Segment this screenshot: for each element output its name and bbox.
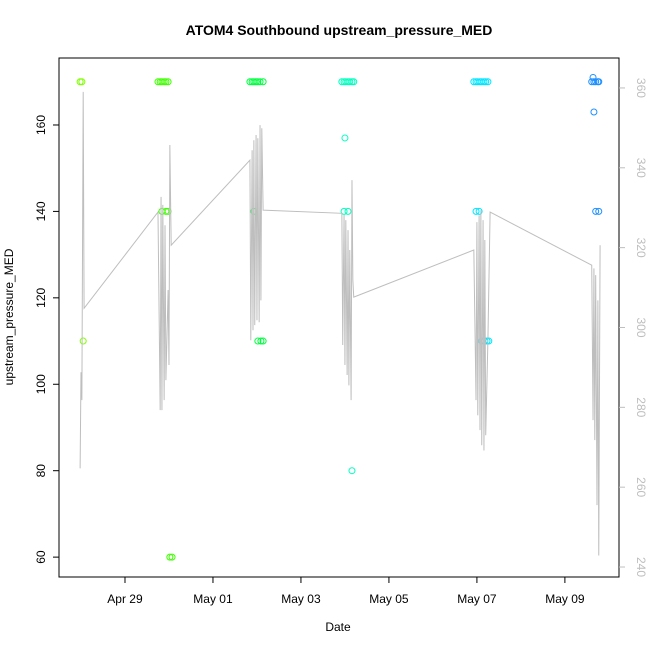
data-point <box>472 207 480 215</box>
x-tick-label: May 01 <box>193 592 233 606</box>
y2-tick-label: 240 <box>634 557 648 577</box>
y2-tick-label: 300 <box>634 317 648 337</box>
data-point <box>590 108 598 116</box>
data-point <box>168 553 176 561</box>
data-point <box>254 78 262 86</box>
y2-tick-label: 320 <box>634 238 648 258</box>
data-point <box>592 78 600 86</box>
y-axis-label: upstream_pressure_MED <box>2 248 16 385</box>
data-point <box>595 78 603 86</box>
y-tick-label: 160 <box>34 115 48 135</box>
x-tick-label: May 05 <box>369 592 409 606</box>
x-tick-label: May 03 <box>281 592 321 606</box>
x-axis-label: Date <box>325 620 351 634</box>
data-point <box>259 337 267 345</box>
data-point <box>344 207 352 215</box>
data-point <box>482 78 490 86</box>
y-tick-label: 80 <box>34 464 48 478</box>
data-point <box>254 337 262 345</box>
plot-frame <box>58 57 620 578</box>
data-point <box>348 467 356 475</box>
data-point <box>340 207 348 215</box>
data-point <box>592 207 600 215</box>
data-point <box>79 337 87 345</box>
data-point <box>475 207 483 215</box>
y-tick-label: 100 <box>34 374 48 394</box>
data-point <box>484 78 492 86</box>
data-point <box>595 207 603 215</box>
x-tick-label: May 07 <box>457 592 497 606</box>
data-point <box>166 553 174 561</box>
data-point <box>257 337 265 345</box>
data-point <box>164 78 172 86</box>
data-point <box>162 78 170 86</box>
data-point <box>259 78 267 86</box>
data-point <box>485 337 493 345</box>
data-point <box>346 78 354 86</box>
y2-tick-label: 260 <box>634 477 648 497</box>
y2-tick-label: 280 <box>634 397 648 417</box>
x-tick-label: Apr 29 <box>107 592 143 606</box>
y-tick-label: 120 <box>34 288 48 308</box>
y-tick-label: 60 <box>34 550 48 564</box>
data-line <box>79 91 601 556</box>
data-point <box>78 78 86 86</box>
data-point <box>256 78 264 86</box>
y2-tick-label: 360 <box>634 78 648 98</box>
y2-tick-label: 340 <box>634 158 648 178</box>
y-tick-label: 140 <box>34 201 48 221</box>
chart-title: ATOM4 Southbound upstream_pressure_MED <box>186 22 493 38</box>
data-point <box>350 78 358 86</box>
x-tick-label: May 09 <box>545 592 585 606</box>
data-point <box>341 134 349 142</box>
